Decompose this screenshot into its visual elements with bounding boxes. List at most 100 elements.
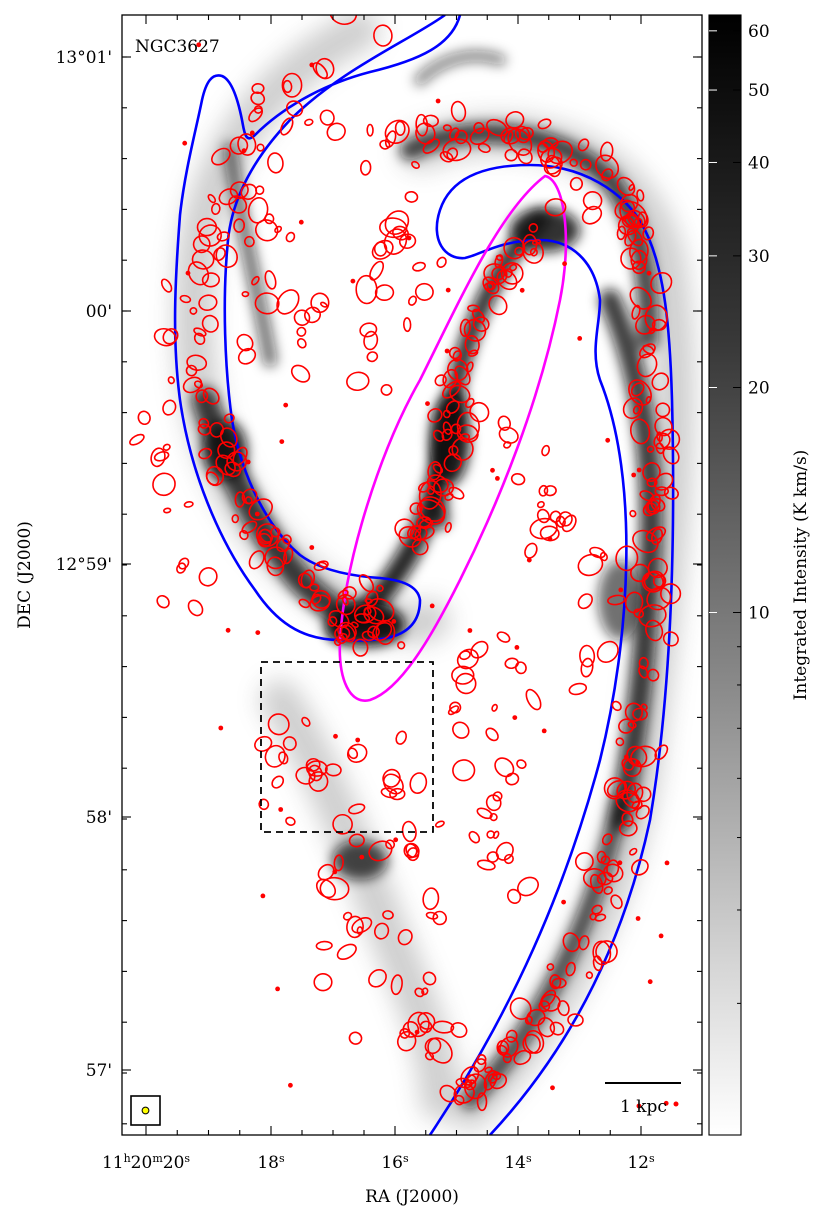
cloud-ellipse (201, 272, 220, 288)
cloud-ellipse (448, 486, 465, 500)
cloud-ellipse (648, 326, 656, 335)
cloud-ellipse (568, 682, 588, 696)
cloud-ellipse (369, 260, 385, 281)
cloud-ellipse (647, 557, 668, 579)
cloud-ellipse (319, 109, 335, 126)
cloud-ellipse (404, 190, 419, 203)
cloud-ellipse (526, 1008, 546, 1027)
cloud-ellipse (585, 971, 594, 980)
cloud-ellipse (176, 562, 187, 574)
cloud-dot (309, 545, 315, 550)
cloud-ellipse (603, 777, 626, 800)
cloud-ellipse (258, 528, 273, 545)
cloud-ellipse (450, 423, 462, 435)
cloud-ellipse (209, 422, 225, 438)
cloud-ellipse (418, 481, 431, 493)
cloud-ellipse (241, 520, 258, 534)
cloud-ellipse (569, 176, 584, 191)
cloud-ellipse (626, 745, 648, 767)
cloud-ellipse (464, 1079, 477, 1091)
cloud-ellipse (359, 159, 372, 176)
cloud-ellipse (424, 1037, 442, 1055)
colorbar-ticks: 60 50 40 30 20 10 (709, 22, 770, 1136)
cloud-ellipse (620, 247, 642, 270)
cloud-ellipse (326, 122, 346, 142)
cloud-dot (541, 728, 547, 734)
cloud-ellipse (633, 608, 645, 619)
cloud-ellipse (414, 282, 434, 301)
cloud-ellipse (654, 744, 669, 761)
cloud-ellipse (385, 839, 396, 850)
cloud-ellipse (651, 372, 670, 391)
cloud-ellipse (525, 688, 542, 711)
cloud-dot (445, 287, 451, 293)
cloud-ellipse (494, 757, 515, 778)
cloud-ellipse (477, 142, 491, 154)
cloud-ellipse (427, 461, 442, 481)
cloud-ellipse (544, 198, 567, 217)
cloud-ellipse (276, 537, 290, 553)
cloud-ellipse (162, 399, 177, 416)
cloud-ellipse (624, 229, 637, 247)
y-tick-label-0: 13°01' (56, 48, 112, 68)
cloud-dot (249, 130, 255, 136)
cloud-ellipse (496, 1040, 510, 1056)
cloud-ellipse (452, 759, 476, 782)
cloud-ellipse (448, 127, 460, 141)
cloud-ellipse (473, 122, 485, 134)
cloud-ellipse (646, 477, 658, 488)
cloud-ellipse (518, 127, 534, 141)
cloud-ellipse (336, 632, 348, 644)
cloud-ellipse (537, 1017, 556, 1038)
cloud-ellipse (329, 15, 358, 26)
cloud-ellipse (514, 246, 524, 256)
cloud-ellipse (456, 424, 479, 443)
cloud-ellipse (629, 418, 651, 445)
cloud-ellipse (427, 408, 443, 423)
cloud-dot (218, 725, 224, 731)
cloud-ellipse (296, 326, 307, 337)
cloud-ellipse (350, 621, 359, 628)
cloud-ellipse (342, 911, 353, 921)
cloud-ellipse (382, 773, 404, 795)
cloud-ellipse (506, 888, 522, 905)
cloud-ellipse (507, 128, 533, 156)
colorbar-tick-label-3: 30 (748, 247, 770, 267)
cloud-dot (490, 467, 495, 473)
cloud-ellipse (421, 987, 429, 996)
cloud-ellipse (662, 631, 679, 647)
cloud-ellipse (436, 256, 447, 268)
cloud-ellipse (579, 158, 592, 171)
cloud-ellipse (348, 803, 366, 815)
cloud-dot (245, 459, 251, 465)
cloud-ellipse (529, 247, 538, 257)
cloud-ellipse (219, 427, 238, 448)
y-axis-title: DEC (J2000) (15, 521, 35, 629)
scale-bar-dot (673, 1101, 679, 1107)
cloud-ellipse (650, 271, 673, 295)
cloud-ellipse (254, 735, 273, 752)
cloud-dot (435, 98, 441, 104)
cloud-ellipse (257, 532, 272, 548)
cloud-ellipse (397, 929, 413, 946)
cloud-ellipse (311, 589, 331, 609)
cloud-ellipse (632, 405, 641, 415)
cloud-ellipse (456, 411, 480, 441)
cloud-ellipse (459, 433, 471, 442)
cloud-ellipse (482, 276, 500, 295)
cloud-ellipse (469, 127, 490, 146)
cloud-ellipse (342, 586, 357, 600)
cloud-ellipse (409, 525, 428, 542)
cloud-ellipse (626, 782, 644, 804)
cloud-ellipse (643, 570, 665, 591)
cloud-dot (254, 511, 260, 517)
cloud-ellipse (434, 820, 445, 828)
cloud-ellipse (282, 736, 297, 751)
cloud-ellipse (402, 1021, 420, 1038)
colorbar-title: Integrated Intensity (K km/s) (791, 450, 811, 701)
x-tick-label-3: 14s (504, 1152, 532, 1173)
cloud-ellipse (591, 904, 603, 915)
cloud-ellipse (492, 791, 503, 802)
cloud-ellipse (224, 461, 242, 478)
cloud-dot (519, 287, 525, 293)
